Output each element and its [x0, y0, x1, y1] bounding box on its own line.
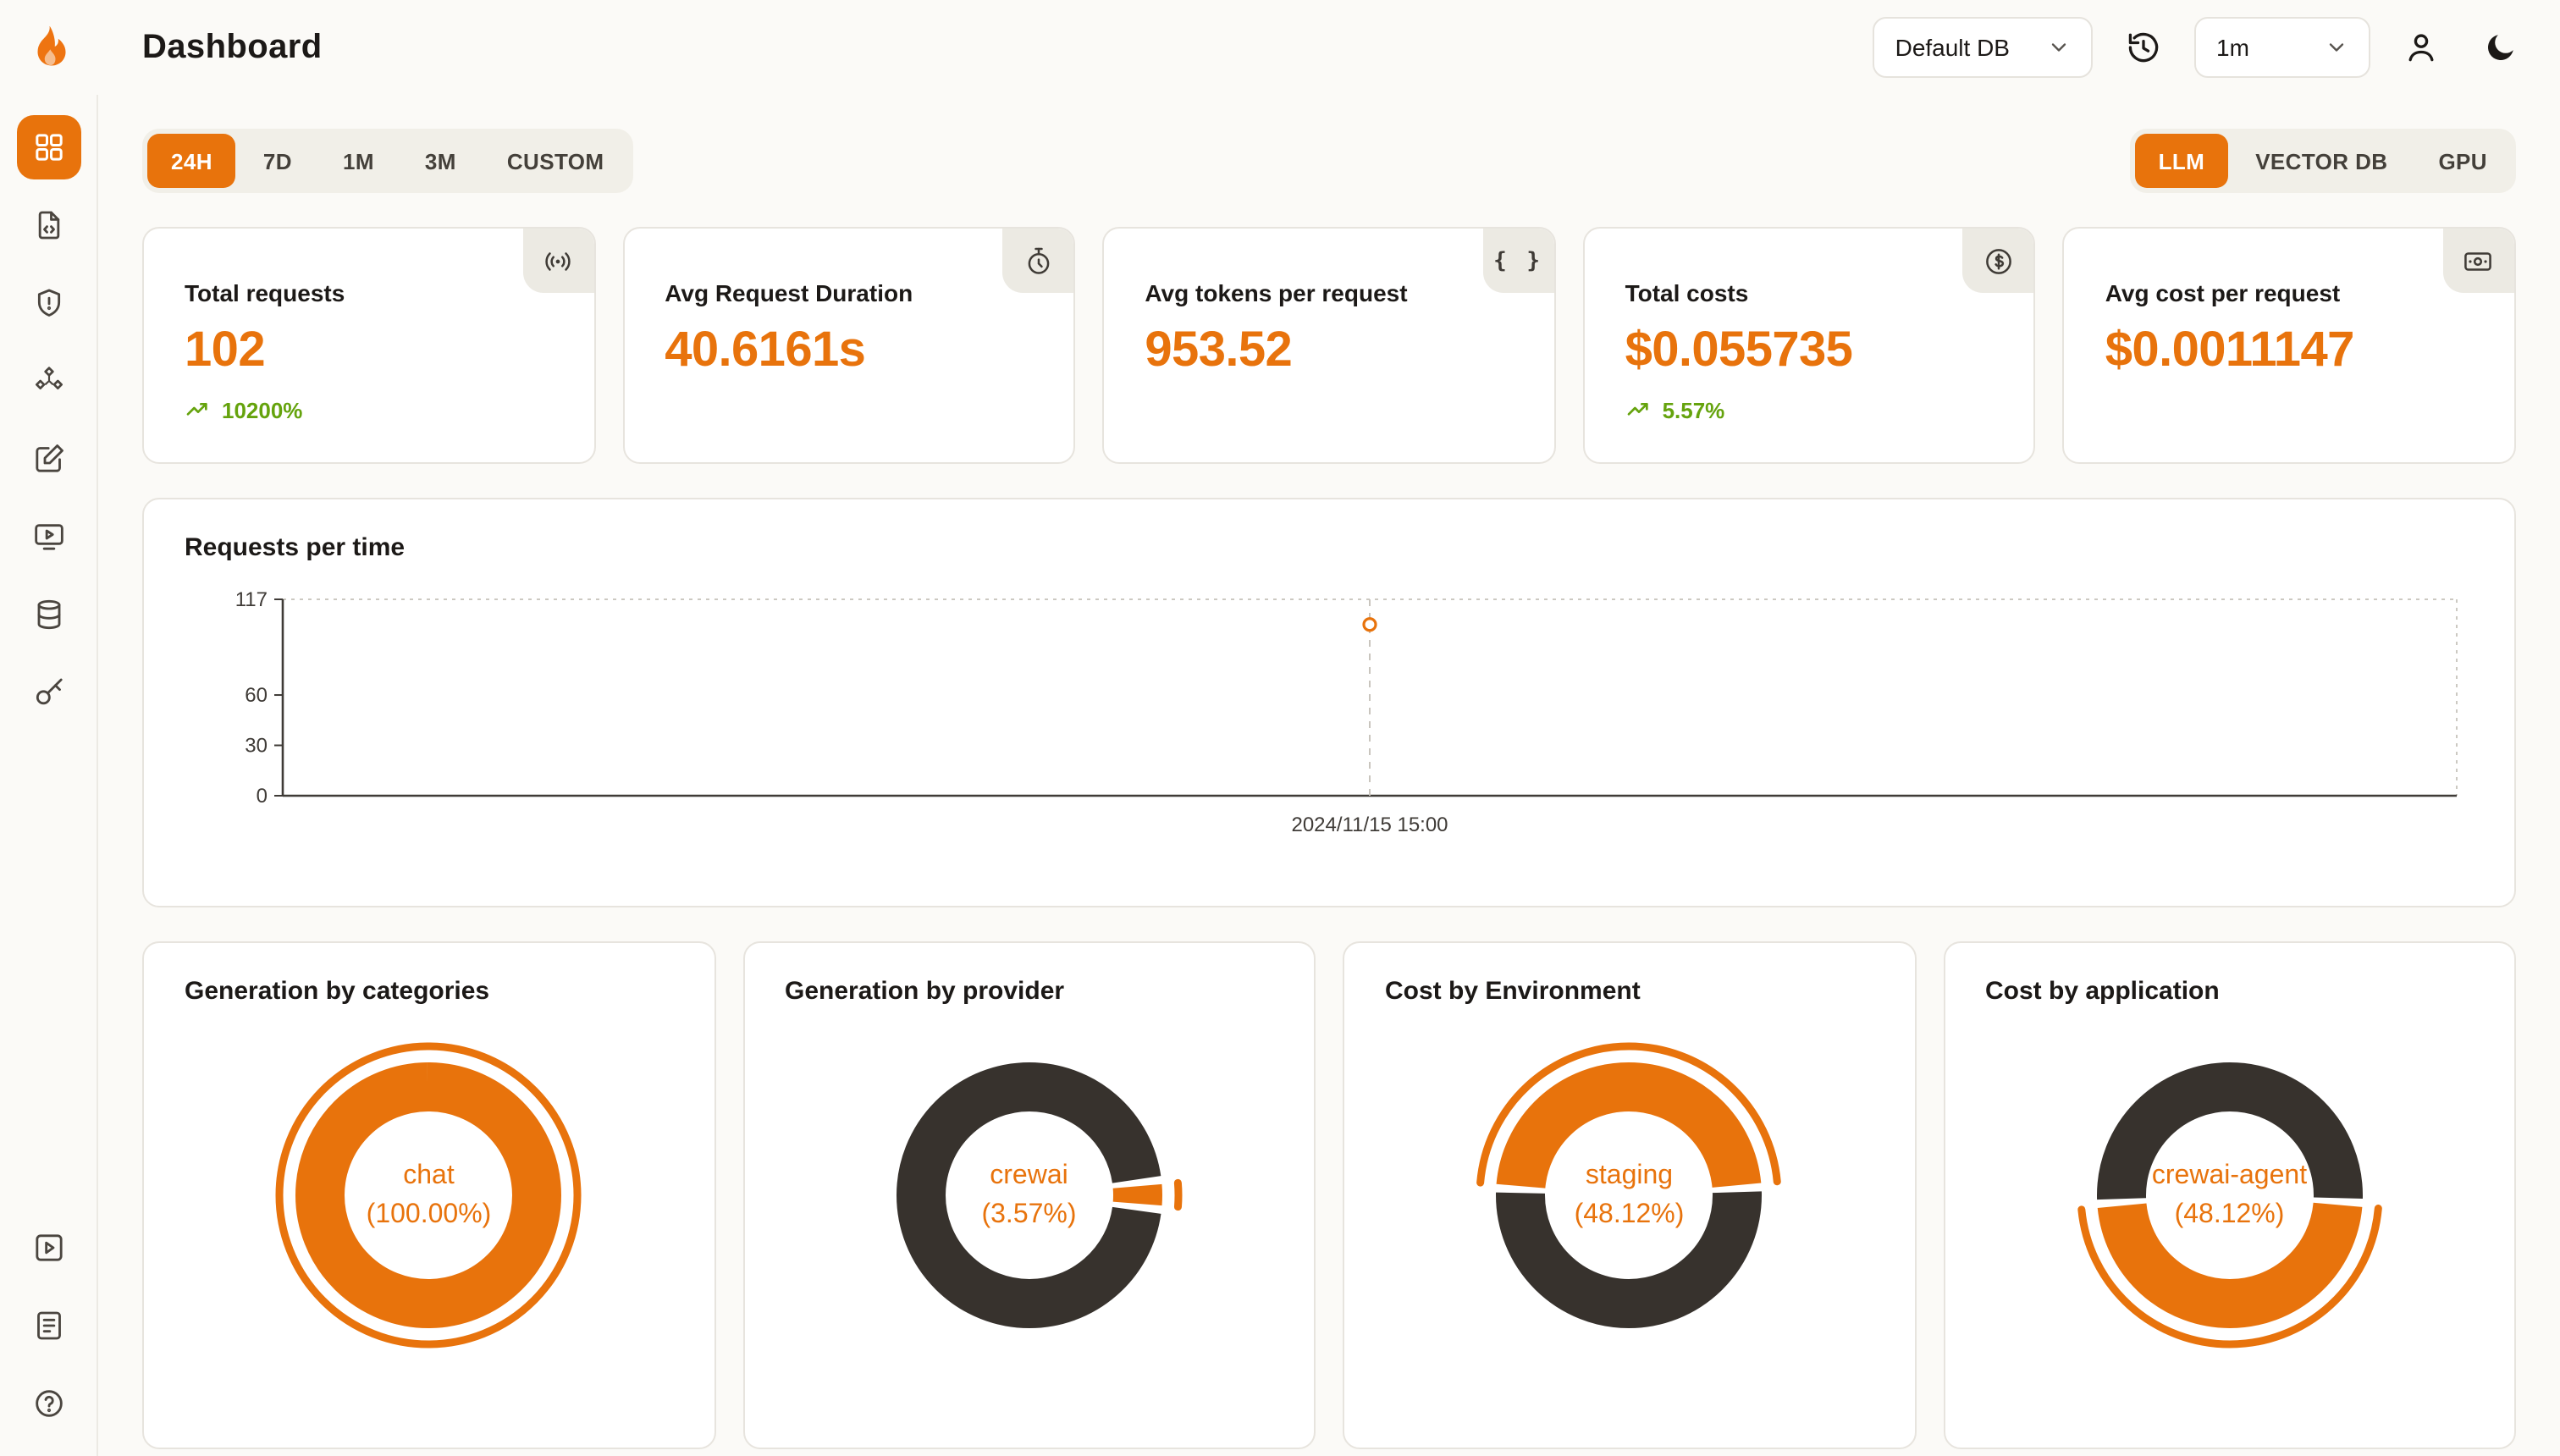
play-square-icon	[35, 1234, 62, 1261]
sidebar-requests-button[interactable]	[16, 193, 80, 257]
filter-row: 24H 7D 1M 3M CUSTOM LLM VECTOR DB GPU	[142, 129, 2516, 193]
edit-square-icon	[35, 444, 63, 472]
sidebar-databases-button[interactable]	[16, 582, 80, 647]
history-icon	[2128, 32, 2159, 63]
sidebar-help-button[interactable]	[16, 1371, 80, 1436]
requests-line-chart: 0 30 60 117 2024/11/15 15:00	[185, 582, 2474, 858]
database-icon	[36, 599, 60, 630]
svg-text:30: 30	[245, 735, 268, 758]
application-donut-chart: crewai-agent (48.12%)	[2061, 1026, 2399, 1365]
stat-value: 40.6161s	[665, 323, 866, 378]
document-icon	[36, 1311, 60, 1340]
dashboard-grid-icon	[35, 134, 62, 161]
time-range-1m-button[interactable]: 1M	[319, 134, 398, 188]
stat-card-avg-tokens: { } Avg tokens per request 953.52	[1102, 227, 1556, 464]
shield-alert-icon	[36, 289, 60, 317]
trending-up-icon	[186, 403, 207, 416]
provider-donut-chart: crewai (3.57%)	[860, 1026, 1199, 1365]
stat-label: Total costs	[1625, 279, 1749, 306]
chart-title: Cost by application	[1985, 977, 2220, 1006]
sidebar-prompts-button[interactable]	[16, 427, 80, 491]
tab-gpu[interactable]: GPU	[2414, 134, 2511, 188]
theme-toggle-button[interactable]	[2472, 20, 2526, 74]
stat-value: 953.52	[1145, 323, 1293, 378]
sidebar-api-keys-button[interactable]	[16, 660, 80, 725]
database-select[interactable]: Default DB	[1873, 17, 2093, 78]
database-select-value: Default DB	[1895, 34, 2010, 61]
antenna-icon	[522, 229, 594, 293]
stat-value: 102	[185, 323, 266, 378]
trending-up-icon	[1627, 403, 1648, 416]
cost-by-environment-card: Cost by Environment staging (48.12%)	[1343, 941, 1916, 1449]
environment-donut-chart: staging (48.12%)	[1460, 1026, 1799, 1365]
telemetry-tab-group: LLM VECTOR DB GPU	[2129, 129, 2516, 193]
chevron-down-icon	[2329, 43, 2344, 52]
chart-title: Requests per time	[185, 533, 406, 562]
svg-text:117: 117	[235, 588, 268, 611]
donut-row: Generation by categories chat (100.00%) …	[142, 941, 2516, 1449]
time-range-7d-button[interactable]: 7D	[240, 134, 316, 188]
sidebar	[0, 95, 98, 1456]
chevron-down-icon	[2051, 43, 2066, 52]
moon-icon	[2486, 34, 2513, 60]
sidebar-integrations-button[interactable]	[16, 349, 80, 413]
nodes-icon	[35, 367, 62, 389]
flame-logo-icon	[37, 25, 66, 66]
stat-label: Total requests	[185, 279, 345, 306]
refresh-interval-value: 1m	[2216, 34, 2249, 61]
monitor-play-icon	[34, 524, 63, 550]
user-menu-button[interactable]	[2394, 20, 2448, 74]
stat-value: $0.0011147	[2105, 323, 2355, 378]
sidebar-docs-button[interactable]	[16, 1293, 80, 1358]
header: Dashboard Default DB 1m	[0, 0, 2560, 95]
tab-llm[interactable]: LLM	[2134, 134, 2229, 188]
tab-vector-db[interactable]: VECTOR DB	[2232, 134, 2411, 188]
time-range-3m-button[interactable]: 3M	[401, 134, 480, 188]
banknote-icon	[2442, 229, 2514, 293]
app-logo[interactable]	[0, 22, 98, 73]
svg-text:60: 60	[245, 684, 268, 707]
requests-per-time-card: Requests per time 0 30 60 117 2024/11/15 15:…	[142, 498, 2516, 907]
refresh-history-button[interactable]	[2116, 20, 2171, 74]
chart-title: Cost by Environment	[1385, 977, 1641, 1006]
stats-row: Total requests 102 10200% Avg Request Du…	[142, 227, 2516, 464]
sidebar-getting-started-button[interactable]	[16, 1216, 80, 1280]
help-circle-icon	[35, 1390, 62, 1417]
stat-label: Avg Request Duration	[665, 279, 913, 306]
stat-card-total-requests: Total requests 102 10200%	[142, 227, 596, 464]
stat-card-avg-duration: Avg Request Duration 40.6161s	[622, 227, 1076, 464]
braces-icon: { }	[1482, 229, 1554, 293]
time-range-custom-button[interactable]: CUSTOM	[483, 134, 628, 188]
stat-label: Avg tokens per request	[1145, 279, 1408, 306]
time-range-group: 24H 7D 1M 3M CUSTOM	[142, 129, 633, 193]
dollar-circle-icon	[1962, 229, 2034, 293]
page-title: Dashboard	[142, 28, 323, 65]
refresh-interval-select[interactable]: 1m	[2194, 17, 2370, 78]
generation-by-provider-card: Generation by provider crewai (3.57%)	[742, 941, 1316, 1449]
stat-value: $0.055735	[1625, 323, 1853, 378]
stat-label: Avg cost per request	[2105, 279, 2341, 306]
sidebar-playground-button[interactable]	[16, 505, 80, 569]
svg-text:2024/11/15 15:00: 2024/11/15 15:00	[1291, 813, 1448, 836]
stat-card-avg-cost: Avg cost per request $0.0011147	[2062, 227, 2516, 464]
user-icon	[2408, 34, 2434, 62]
file-code-icon	[37, 211, 59, 240]
sidebar-dashboard-button[interactable]	[16, 115, 80, 179]
chart-title: Generation by provider	[785, 977, 1065, 1006]
sidebar-exceptions-button[interactable]	[16, 271, 80, 335]
svg-text:0: 0	[257, 785, 268, 808]
timer-icon	[1002, 229, 1074, 293]
stat-delta: 10200%	[185, 396, 553, 423]
generation-by-categories-card: Generation by categories chat (100.00%)	[142, 941, 715, 1449]
key-icon	[35, 678, 62, 705]
cost-by-application-card: Cost by application crewai-agent (48.12%…	[1943, 941, 2516, 1449]
time-range-24h-button[interactable]: 24H	[147, 134, 236, 188]
main-content: 24H 7D 1M 3M CUSTOM LLM VECTOR DB GPU	[98, 95, 2560, 1456]
stat-delta: 5.57%	[1625, 396, 1994, 423]
stat-card-total-costs: Total costs $0.055735 5.57%	[1582, 227, 2036, 464]
categories-donut-chart: chat (100.00%)	[260, 1026, 599, 1365]
header-actions: Default DB 1m	[1873, 17, 2560, 78]
chart-title: Generation by categories	[185, 977, 490, 1006]
